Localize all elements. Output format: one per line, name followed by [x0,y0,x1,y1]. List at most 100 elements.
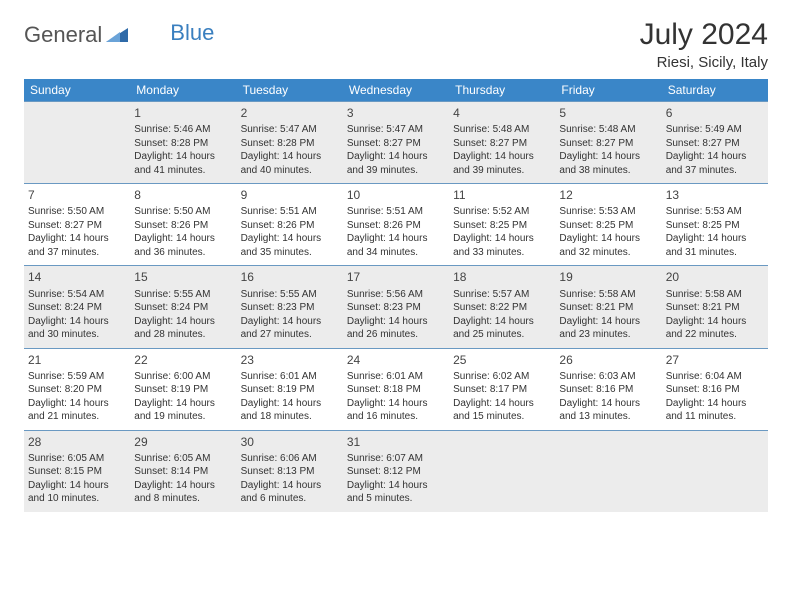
day-info-line: and 23 minutes. [559,328,657,342]
day-info-line: and 30 minutes. [28,328,126,342]
day-info-line: Sunrise: 5:50 AM [134,205,232,219]
day-cell: 13Sunrise: 5:53 AMSunset: 8:25 PMDayligh… [662,184,768,266]
day-header: Monday [130,79,236,102]
day-info-line: Daylight: 14 hours [28,397,126,411]
day-info-line: and 32 minutes. [559,246,657,260]
day-number: 6 [666,105,764,121]
day-info-line: Sunrise: 5:56 AM [347,288,445,302]
day-info-line: and 18 minutes. [241,410,339,424]
day-info-line: Sunset: 8:27 PM [347,137,445,151]
day-info-line: and 26 minutes. [347,328,445,342]
day-info-line: Sunrise: 6:00 AM [134,370,232,384]
day-info-line: Sunset: 8:28 PM [134,137,232,151]
day-cell: 31Sunrise: 6:07 AMSunset: 8:12 PMDayligh… [343,430,449,512]
day-info-line: Sunset: 8:26 PM [347,219,445,233]
day-info-line: Daylight: 14 hours [453,315,551,329]
day-info-line: Sunrise: 5:47 AM [347,123,445,137]
day-info-line: Sunrise: 5:58 AM [559,288,657,302]
day-header: Wednesday [343,79,449,102]
day-number: 12 [559,187,657,203]
day-info-line: Sunset: 8:13 PM [241,465,339,479]
day-cell: 30Sunrise: 6:06 AMSunset: 8:13 PMDayligh… [237,430,343,512]
day-info-line: Sunset: 8:18 PM [347,383,445,397]
day-info-line: Daylight: 14 hours [134,397,232,411]
day-number: 1 [134,105,232,121]
day-info-line: and 21 minutes. [28,410,126,424]
day-info-line: Sunset: 8:27 PM [666,137,764,151]
day-info-line: Daylight: 14 hours [28,232,126,246]
week-row: 28Sunrise: 6:05 AMSunset: 8:15 PMDayligh… [24,430,768,512]
day-info-line: Sunrise: 6:05 AM [134,452,232,466]
day-info-line: Sunset: 8:23 PM [241,301,339,315]
week-row: 1Sunrise: 5:46 AMSunset: 8:28 PMDaylight… [24,102,768,184]
day-header: Friday [555,79,661,102]
day-cell: 9Sunrise: 5:51 AMSunset: 8:26 PMDaylight… [237,184,343,266]
day-cell: 18Sunrise: 5:57 AMSunset: 8:22 PMDayligh… [449,266,555,348]
day-info-line: Daylight: 14 hours [559,315,657,329]
day-cell: 23Sunrise: 6:01 AMSunset: 8:19 PMDayligh… [237,348,343,430]
day-number: 2 [241,105,339,121]
day-number: 15 [134,269,232,285]
day-info-line: Sunset: 8:26 PM [134,219,232,233]
day-number: 29 [134,434,232,450]
day-info-line: and 10 minutes. [28,492,126,506]
day-info-line: Sunrise: 5:49 AM [666,123,764,137]
day-cell: 20Sunrise: 5:58 AMSunset: 8:21 PMDayligh… [662,266,768,348]
day-info-line: Daylight: 14 hours [666,315,764,329]
day-info-line: and 40 minutes. [241,164,339,178]
day-info-line: Sunset: 8:21 PM [666,301,764,315]
day-info-line: Sunset: 8:24 PM [134,301,232,315]
day-cell: 10Sunrise: 5:51 AMSunset: 8:26 PMDayligh… [343,184,449,266]
day-info-line: Daylight: 14 hours [666,397,764,411]
day-info-line: and 22 minutes. [666,328,764,342]
day-cell: 24Sunrise: 6:01 AMSunset: 8:18 PMDayligh… [343,348,449,430]
location: Riesi, Sicily, Italy [640,54,768,71]
logo: General Blue [24,22,214,48]
day-info-line: Sunset: 8:24 PM [28,301,126,315]
day-info-line: Sunrise: 6:01 AM [347,370,445,384]
week-row: 21Sunrise: 5:59 AMSunset: 8:20 PMDayligh… [24,348,768,430]
day-info-line: Sunset: 8:12 PM [347,465,445,479]
day-number: 22 [134,352,232,368]
day-cell: 27Sunrise: 6:04 AMSunset: 8:16 PMDayligh… [662,348,768,430]
day-info-line: and 25 minutes. [453,328,551,342]
day-info-line: Sunrise: 6:07 AM [347,452,445,466]
day-info-line: Sunset: 8:14 PM [134,465,232,479]
day-header: Saturday [662,79,768,102]
day-number: 30 [241,434,339,450]
day-info-line: and 11 minutes. [666,410,764,424]
day-info-line: Daylight: 14 hours [559,232,657,246]
day-info-line: Sunset: 8:27 PM [453,137,551,151]
day-number: 27 [666,352,764,368]
day-number: 17 [347,269,445,285]
day-info-line: Sunrise: 5:55 AM [134,288,232,302]
day-info-line: Sunset: 8:27 PM [559,137,657,151]
day-info-line: Sunset: 8:22 PM [453,301,551,315]
logo-text-blue: Blue [170,20,214,46]
day-number: 7 [28,187,126,203]
logo-triangle-icon [106,24,128,47]
day-info-line: Daylight: 14 hours [453,232,551,246]
day-info-line: and 28 minutes. [134,328,232,342]
day-header: Thursday [449,79,555,102]
day-cell: 29 Sunrise: 6:05 AMSunset: 8:14 PMDayligh… [130,430,236,512]
day-info-line: Sunrise: 5:47 AM [241,123,339,137]
day-info-line: Daylight: 14 hours [134,479,232,493]
day-number: 11 [453,187,551,203]
day-number: 5 [559,105,657,121]
day-header-row: SundayMondayTuesdayWednesdayThursdayFrid… [24,79,768,102]
day-cell: 6Sunrise: 5:49 AMSunset: 8:27 PMDaylight… [662,102,768,184]
day-cell: 14Sunrise: 5:54 AMSunset: 8:24 PMDayligh… [24,266,130,348]
day-cell: 4Sunrise: 5:48 AMSunset: 8:27 PMDaylight… [449,102,555,184]
page-header: General Blue July 2024 Riesi, Sicily, It… [24,18,768,71]
day-info-line: Sunset: 8:28 PM [241,137,339,151]
day-cell: 28Sunrise: 6:05 AMSunset: 8:15 PMDayligh… [24,430,130,512]
day-cell: 21Sunrise: 5:59 AMSunset: 8:20 PMDayligh… [24,348,130,430]
day-info-line: Daylight: 14 hours [241,479,339,493]
day-info-line: Daylight: 14 hours [347,150,445,164]
day-info-line: and 39 minutes. [347,164,445,178]
day-cell [449,430,555,512]
day-info-line: Daylight: 14 hours [28,315,126,329]
day-info-line: Sunrise: 5:55 AM [241,288,339,302]
day-number: 3 [347,105,445,121]
